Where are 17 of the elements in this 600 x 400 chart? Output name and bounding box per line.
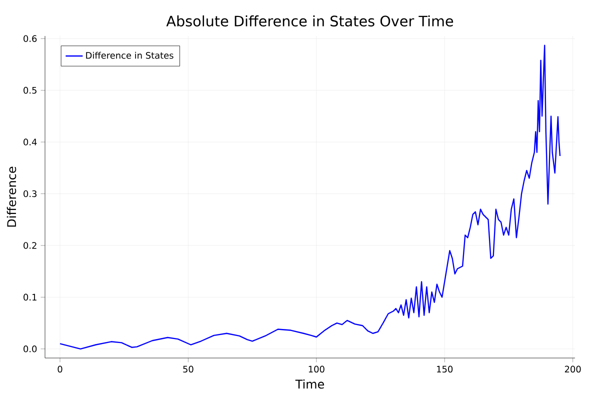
y-tick-label: 0.1 [24,294,36,301]
legend-label: Difference in States [86,52,174,59]
line-series [59,44,561,350]
y-axis-title: Difference [6,166,16,227]
x-tick-label: 0 [58,366,62,373]
y-tick-label: 0.5 [24,86,36,94]
x-tick-label: 200 [564,366,581,373]
x-tick-label: 100 [308,366,324,373]
x-tick-label: 50 [183,366,194,373]
y-tick-label: 0.4 [24,138,37,146]
x-axis-title: Time [295,379,324,389]
y-tick-label: 0.3 [24,190,37,198]
y-tick-label: 0.2 [24,242,36,249]
y-tick-label: 0.6 [24,35,37,42]
y-tick-label: 0.0 [24,346,37,352]
x-tick-label: 150 [437,366,453,373]
chart-title: Absolute Difference in States Over Time [166,15,454,27]
